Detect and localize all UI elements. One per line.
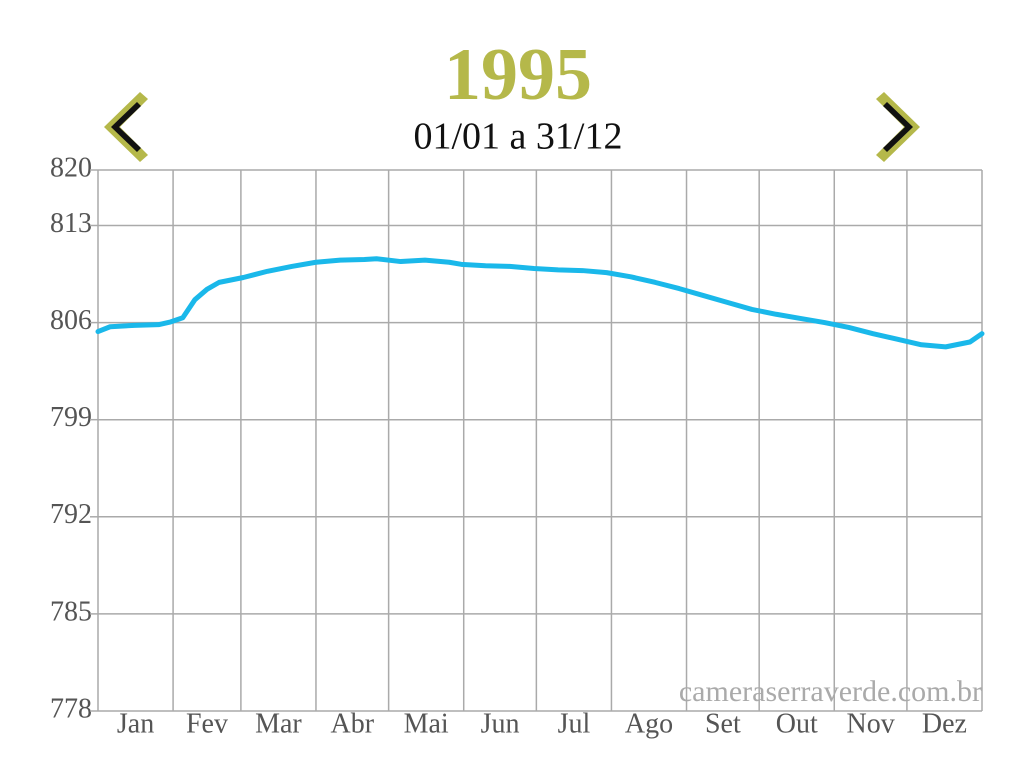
chart-title: 1995 bbox=[444, 34, 592, 116]
x-tick-label: Abr bbox=[331, 708, 375, 739]
chart-subtitle: 01/01 a 31/12 bbox=[414, 116, 623, 158]
watermark: cameraserraverde.com.br bbox=[679, 675, 982, 708]
x-tick-label: Jul bbox=[558, 708, 591, 739]
x-tick-label: Jan bbox=[117, 708, 154, 739]
prev-button[interactable] bbox=[104, 92, 148, 162]
x-tick-label: Dez bbox=[922, 708, 967, 739]
x-tick-label: Fev bbox=[186, 708, 228, 739]
x-tick-label: Set bbox=[705, 708, 741, 739]
x-tick-label: Out bbox=[776, 708, 818, 739]
x-tick-label: Mar bbox=[255, 708, 302, 739]
y-tick-label: 778 bbox=[50, 693, 92, 724]
y-tick-label: 792 bbox=[50, 499, 92, 530]
data-line bbox=[95, 256, 985, 350]
x-tick-label: Mai bbox=[404, 708, 449, 739]
y-tick-label: 820 bbox=[50, 152, 92, 183]
y-tick-label: 799 bbox=[50, 402, 92, 433]
x-tick-label: Nov bbox=[846, 708, 894, 739]
y-tick-label: 785 bbox=[50, 596, 92, 627]
y-tick-label: 813 bbox=[50, 208, 92, 239]
y-tick-label: 806 bbox=[50, 305, 92, 336]
next-button[interactable] bbox=[876, 92, 920, 162]
x-tick-label: Jun bbox=[481, 708, 520, 739]
x-tick-label: Ago bbox=[625, 708, 673, 739]
